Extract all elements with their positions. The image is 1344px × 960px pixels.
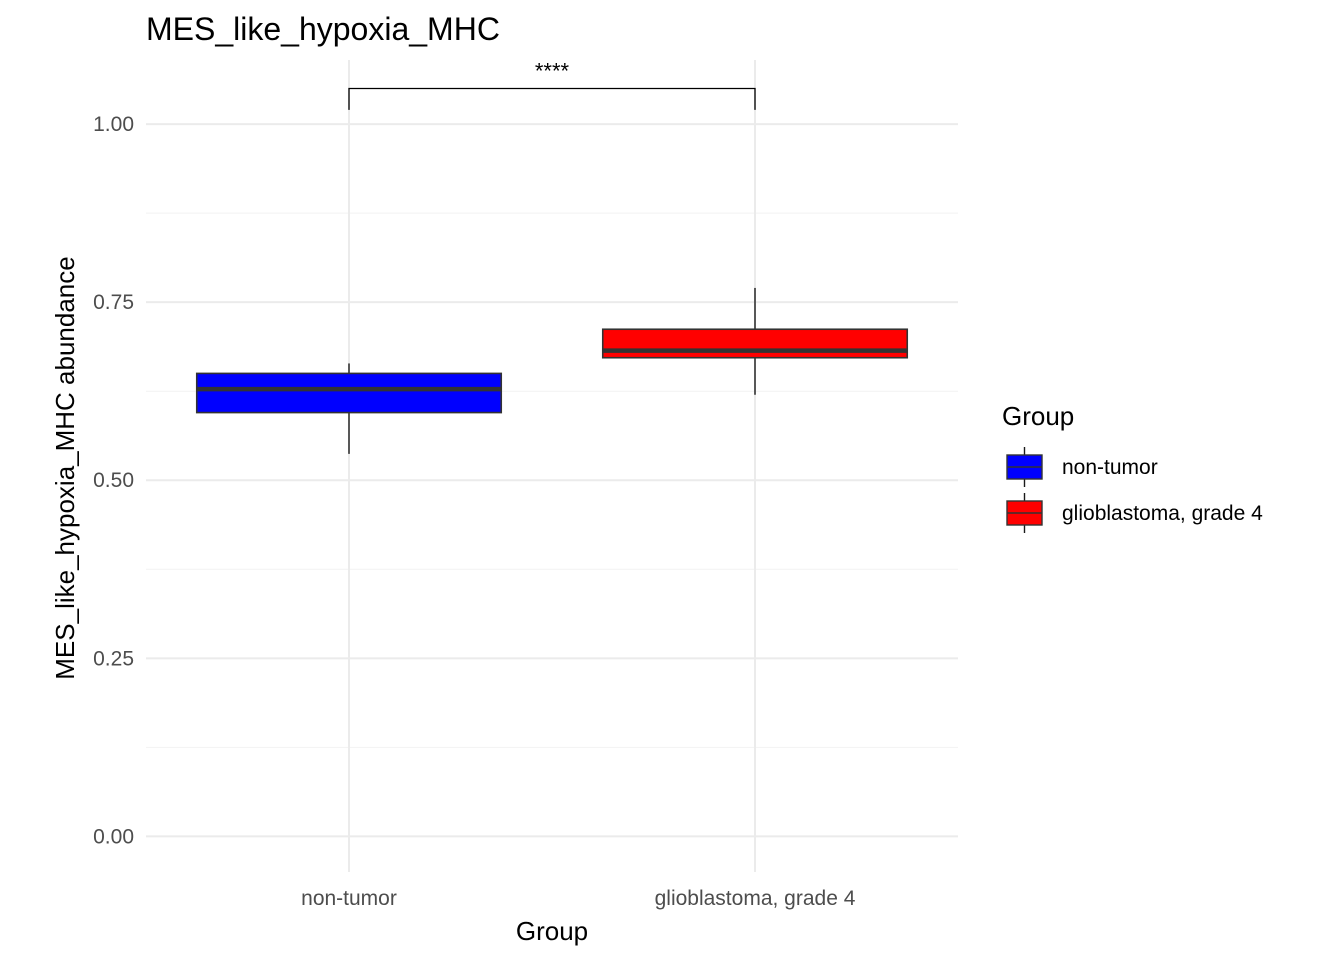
legend-title: Group xyxy=(1002,401,1074,431)
box-series xyxy=(195,287,909,454)
x-axis-ticks: non-tumor glioblastoma, grade 4 xyxy=(301,887,856,910)
x-axis-title: Group xyxy=(516,916,588,946)
legend-label: non-tumor xyxy=(1062,456,1158,479)
y-tick-label: 1.00 xyxy=(93,113,134,136)
legend-item: glioblastoma, grade 4 xyxy=(1006,493,1263,533)
y-axis-ticks: 0.00 0.25 0.50 0.75 1.00 xyxy=(93,113,134,848)
significance-label: **** xyxy=(535,58,570,83)
box-body xyxy=(601,328,909,359)
x-tick-label: glioblastoma, grade 4 xyxy=(655,887,856,910)
box-body xyxy=(195,372,503,414)
x-tick-label: non-tumor xyxy=(301,887,397,910)
y-tick-label: 0.00 xyxy=(93,825,134,848)
significance-bracket: **** xyxy=(348,58,756,110)
y-tick-label: 0.25 xyxy=(93,647,134,670)
plot-grid xyxy=(146,60,958,872)
significance-bracket-line xyxy=(348,87,756,110)
y-axis-title: MES_like_hypoxia_MHC abundance xyxy=(50,256,80,679)
legend-item: non-tumor xyxy=(1006,447,1158,487)
box-non-tumor xyxy=(195,363,503,454)
y-tick-label: 0.50 xyxy=(93,469,134,492)
legend-label: glioblastoma, grade 4 xyxy=(1062,502,1263,525)
y-tick-label: 0.75 xyxy=(93,291,134,314)
chart-title: MES_like_hypoxia_MHC xyxy=(146,11,500,47)
box-glioblastoma-grade-4 xyxy=(601,287,909,395)
legend: Group non-tumor glioblastoma, grade 4 xyxy=(1002,401,1263,533)
